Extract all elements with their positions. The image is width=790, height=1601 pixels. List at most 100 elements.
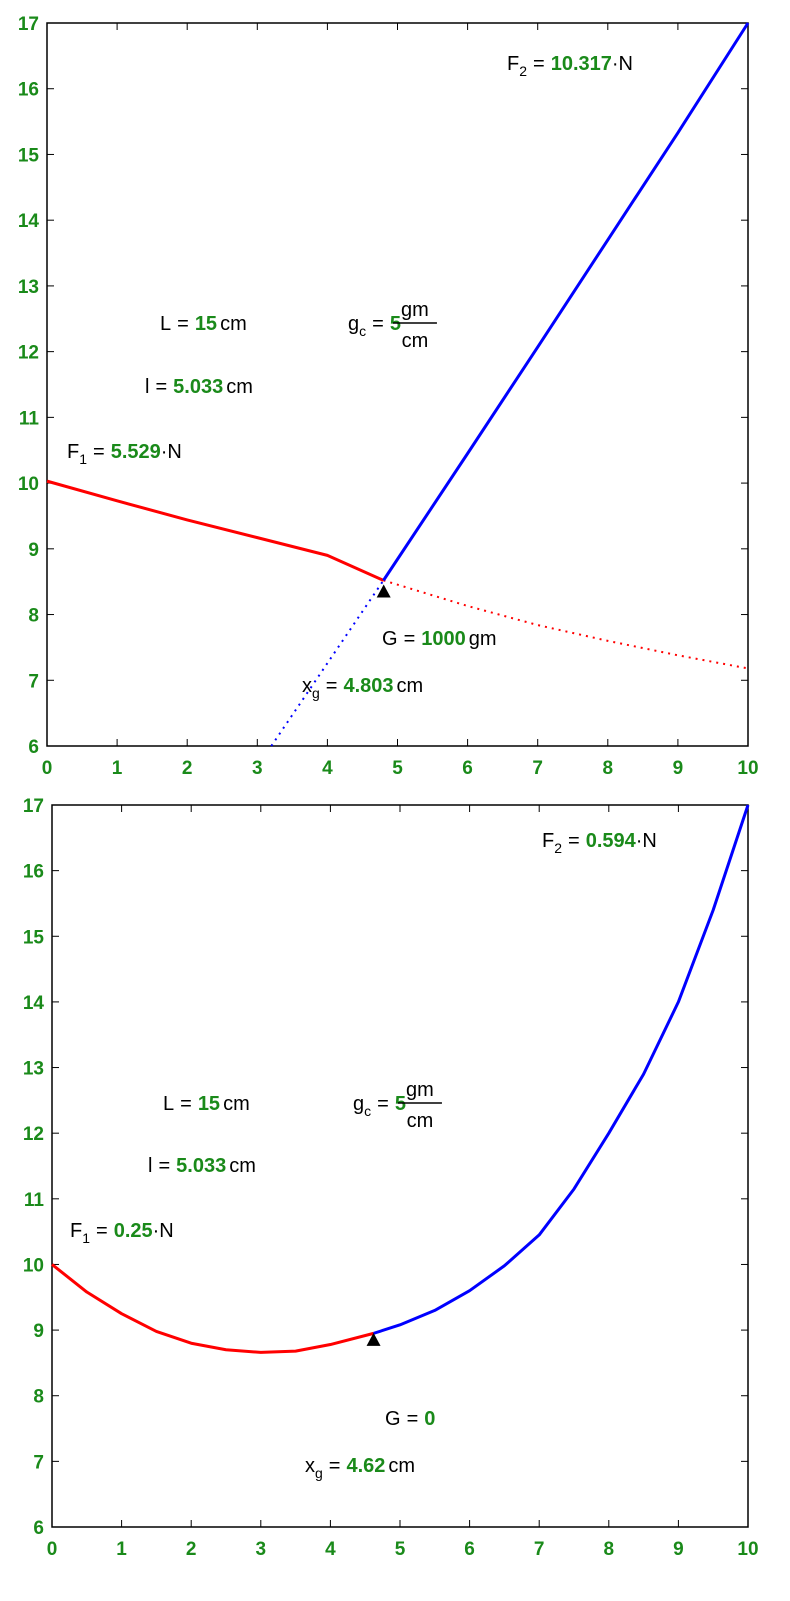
marker (376, 584, 391, 598)
x-tick-label: 10 (737, 758, 758, 779)
x-tick-label: 0 (42, 758, 53, 779)
annotation: F2 = 0.594·N (542, 830, 657, 856)
annotation-value: 5.529 (111, 441, 161, 463)
annotation-unit: ·N (636, 830, 657, 852)
annotation-label: F (67, 441, 79, 463)
annotation-value: 0.594 (586, 830, 637, 852)
y-tick-label: 8 (28, 606, 39, 627)
annotation-equals: = (158, 1155, 170, 1177)
y-tick-label: 17 (18, 14, 39, 35)
y-tick-label: 11 (19, 408, 40, 429)
annotation-equals: = (329, 1455, 341, 1477)
annotation-subscript: g (315, 1465, 323, 1481)
annotation-unit-denominator: cm (402, 330, 429, 352)
annotation-label: g (353, 1093, 364, 1115)
annotation-value: 5.033 (176, 1155, 226, 1177)
annotation: L = 15 cm (160, 313, 247, 335)
y-tick-label: 9 (28, 540, 39, 561)
y-tick-label: 13 (18, 277, 39, 298)
annotation-value: 15 (195, 313, 217, 335)
annotation: gc = 5 (348, 313, 401, 339)
y-tick-label: 14 (18, 211, 40, 232)
annotation-subscript: 2 (554, 840, 562, 856)
annotation-equals: = (96, 1220, 108, 1242)
annotation-subscript: g (312, 685, 320, 701)
y-tick-label: 12 (18, 343, 39, 364)
y-tick-label: 13 (23, 1059, 44, 1080)
x-tick-label: 8 (604, 1539, 615, 1560)
annotation-label: L (163, 1093, 174, 1115)
annotation-unit: ·N (153, 1220, 174, 1242)
x-tick-label: 3 (252, 758, 263, 779)
annotation-value: 5 (390, 313, 401, 335)
annotation-value: 4.62 (346, 1455, 385, 1477)
annotation: xg = 4.803 cm (302, 675, 423, 701)
annotation: gc = 5 (353, 1093, 406, 1119)
x-tick-label: 10 (737, 1539, 758, 1560)
annotation-value: 1000 (421, 628, 466, 650)
x-tick-label: 5 (395, 1539, 406, 1560)
annotation-label: F (542, 830, 554, 852)
y-tick-label: 6 (28, 737, 39, 758)
annotation-subscript: 2 (519, 63, 527, 79)
x-tick-label: 3 (256, 1539, 267, 1560)
series-line (382, 22, 750, 582)
annotation-label: G (382, 628, 398, 650)
annotation-value: 10.317 (551, 53, 612, 75)
series-line (383, 579, 749, 670)
y-tick-label: 6 (33, 1518, 44, 1539)
annotation-unit: gm (469, 628, 497, 650)
annotation-unit: cm (226, 376, 253, 398)
annotation: G = 1000 gm (382, 628, 497, 650)
annotation-equals: = (372, 313, 384, 335)
annotation-equals: = (155, 376, 167, 398)
annotation-unit-numerator: gm (401, 299, 429, 321)
annotation-value: 0.25 (114, 1220, 153, 1242)
x-tick-label: 8 (603, 758, 614, 779)
y-tick-label: 17 (23, 796, 44, 817)
annotation-equals: = (568, 830, 580, 852)
annotation-equals: = (93, 441, 105, 463)
annotation-label: L (160, 313, 171, 335)
annotation: F2 = 10.317·N (507, 53, 633, 79)
y-tick-label: 7 (28, 671, 39, 692)
annotation: G = 0 (385, 1408, 435, 1430)
series-line (270, 579, 385, 747)
annotation-value: 0 (424, 1408, 435, 1430)
x-tick-label: 1 (116, 1539, 127, 1560)
x-tick-label: 5 (392, 758, 403, 779)
annotation-label: G (385, 1408, 401, 1430)
annotation: l = 5.033 cm (148, 1155, 256, 1177)
series-line (373, 804, 750, 1335)
annotation-equals: = (180, 1093, 192, 1115)
y-tick-label: 15 (18, 145, 40, 166)
annotation-value: 4.803 (343, 675, 393, 697)
annotation: F1 = 0.25·N (70, 1220, 174, 1246)
annotation-equals: = (377, 1093, 389, 1115)
y-tick-label: 16 (18, 80, 39, 101)
annotation-subscript: 1 (79, 451, 87, 467)
x-tick-label: 2 (186, 1539, 197, 1560)
annotation-unit: cm (220, 313, 247, 335)
annotation-value: 5 (395, 1093, 406, 1115)
annotation-equals: = (326, 675, 338, 697)
annotation-label: x (305, 1455, 315, 1477)
annotation-label: g (348, 313, 359, 335)
x-tick-label: 9 (673, 1539, 684, 1560)
annotation-unit: cm (397, 675, 424, 697)
y-tick-label: 15 (23, 927, 45, 948)
x-tick-label: 4 (322, 758, 333, 779)
x-tick-label: 4 (325, 1539, 336, 1560)
y-tick-label: 16 (23, 862, 44, 883)
y-tick-label: 11 (24, 1190, 45, 1211)
annotation-unit: ·N (612, 53, 633, 75)
annotation-unit: cm (229, 1155, 256, 1177)
annotation-label: F (70, 1220, 82, 1242)
annotation: F1 = 5.529·N (67, 441, 182, 467)
annotation-unit: cm (388, 1455, 415, 1477)
annotation: xg = 4.62 cm (305, 1455, 415, 1481)
annotation-label: l (145, 376, 149, 398)
annotation-value: 5.033 (173, 376, 223, 398)
x-tick-label: 1 (112, 758, 123, 779)
